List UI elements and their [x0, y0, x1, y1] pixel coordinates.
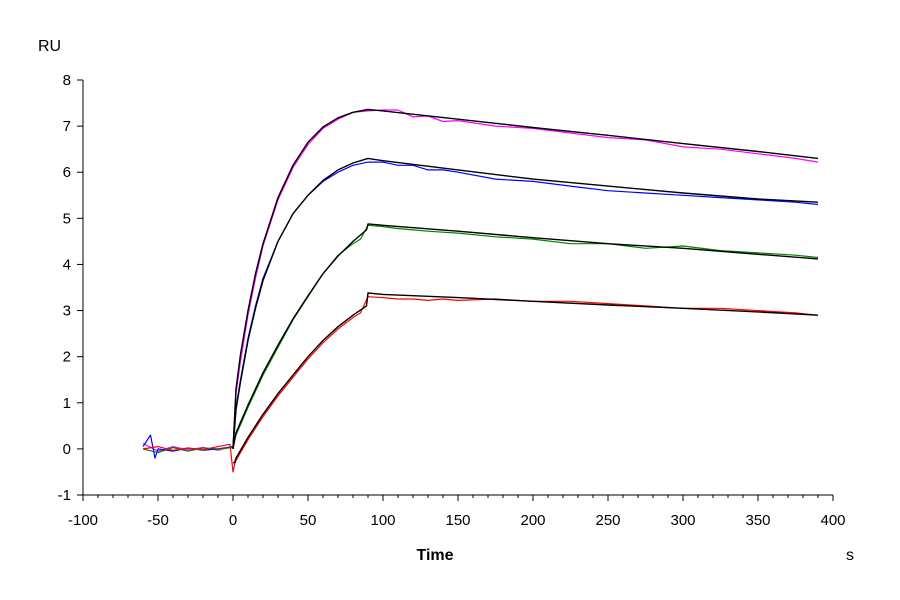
x-tick-label: -50: [147, 512, 169, 529]
x-tick-label: 250: [595, 512, 620, 529]
x-axis-unit: s: [846, 547, 854, 564]
y-tick-label: 1: [63, 395, 71, 412]
y-tick-label: 5: [63, 210, 71, 227]
x-tick-label: 400: [820, 512, 845, 529]
y-axis-label: RU: [38, 38, 61, 55]
y-tick-label: 6: [63, 164, 71, 181]
y-tick-label: 4: [63, 256, 71, 273]
x-tick-label: 350: [745, 512, 770, 529]
y-tick-label: 0: [63, 441, 71, 458]
series-layer: [142, 108, 819, 473]
y-tick-label: 3: [63, 303, 71, 320]
axes-layer: [82, 80, 833, 496]
x-tick-label: 50: [300, 512, 317, 529]
y-tick-label: 8: [63, 72, 71, 89]
y-tick-label: 7: [63, 118, 71, 135]
x-ticks: -100 -50 0 50 100 150 200 250 300 350 400: [68, 495, 846, 529]
y-tick-label: -1: [58, 487, 71, 504]
series-line-5: [232, 108, 819, 449]
series-line-7: [232, 223, 819, 450]
x-tick-label: 150: [445, 512, 470, 529]
series-line-6: [232, 157, 819, 449]
series-line-1: [142, 109, 819, 452]
y-tick-label: 2: [63, 349, 71, 366]
x-tick-label: 0: [229, 512, 237, 529]
x-tick-label: 200: [520, 512, 545, 529]
x-tick-label: 100: [370, 512, 395, 529]
x-tick-label: -100: [68, 512, 98, 529]
y-ticks: -1 0 1 2 3 4 5 6 7 8: [58, 72, 83, 504]
series-line-8: [233, 292, 819, 464]
x-tick-label: 300: [670, 512, 695, 529]
x-axis-label: Time: [416, 547, 453, 564]
series-line-4: [142, 296, 819, 473]
